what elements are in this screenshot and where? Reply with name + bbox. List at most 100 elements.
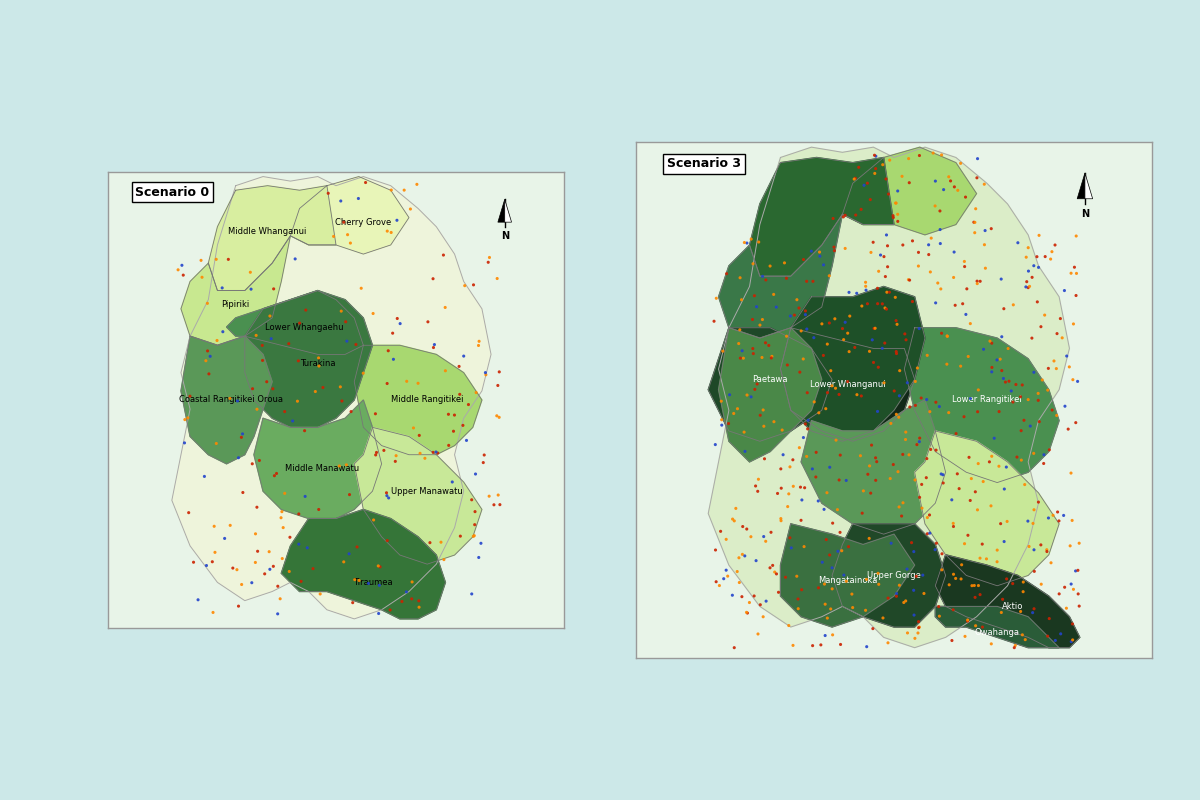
Point: [232, 431, 251, 444]
Point: [306, 385, 325, 398]
Point: [1064, 318, 1084, 330]
Point: [821, 364, 840, 377]
Point: [1025, 503, 1044, 516]
Point: [474, 456, 493, 469]
Polygon shape: [832, 524, 946, 627]
Point: [341, 237, 360, 250]
Point: [856, 276, 875, 289]
Point: [1012, 605, 1031, 618]
Polygon shape: [935, 606, 1060, 648]
Point: [443, 475, 462, 488]
Point: [1045, 634, 1064, 647]
Point: [888, 318, 907, 330]
Point: [1024, 606, 1043, 619]
Point: [198, 297, 217, 310]
Point: [823, 212, 842, 225]
Point: [1066, 416, 1085, 429]
Text: Coastal Rangitikei Oroua: Coastal Rangitikei Oroua: [179, 395, 283, 405]
Point: [1042, 253, 1061, 266]
Point: [271, 511, 290, 524]
Point: [337, 458, 356, 471]
Point: [463, 530, 482, 542]
Point: [737, 606, 756, 618]
Point: [906, 474, 925, 486]
Point: [875, 250, 894, 263]
Polygon shape: [708, 328, 832, 442]
Point: [1069, 537, 1088, 550]
Point: [958, 614, 977, 626]
Point: [487, 410, 506, 422]
Point: [844, 601, 863, 614]
Point: [959, 529, 978, 542]
Text: Turakina: Turakina: [300, 359, 336, 368]
Point: [900, 401, 919, 414]
Point: [730, 551, 749, 564]
Point: [778, 500, 797, 513]
Point: [488, 489, 508, 502]
Point: [1028, 394, 1048, 406]
Point: [286, 253, 305, 266]
Point: [378, 534, 397, 547]
Point: [883, 458, 902, 471]
Point: [896, 426, 916, 438]
Point: [1067, 230, 1086, 242]
Point: [1052, 331, 1072, 344]
Point: [268, 580, 287, 593]
Point: [977, 553, 996, 566]
Point: [835, 209, 854, 222]
Point: [973, 621, 992, 634]
Point: [404, 422, 424, 434]
Point: [822, 562, 841, 574]
Point: [937, 330, 956, 342]
Point: [266, 467, 286, 480]
Point: [434, 554, 454, 566]
Point: [820, 549, 839, 562]
Point: [733, 352, 752, 365]
Point: [737, 237, 756, 250]
Point: [887, 314, 906, 327]
Point: [973, 475, 992, 488]
Point: [829, 388, 848, 401]
Point: [247, 403, 266, 416]
Point: [228, 394, 247, 407]
Point: [742, 530, 761, 543]
Point: [766, 566, 785, 578]
Point: [275, 487, 294, 500]
Point: [863, 334, 882, 346]
Point: [893, 448, 912, 461]
Point: [253, 354, 272, 367]
Point: [192, 254, 211, 266]
Point: [988, 544, 1007, 557]
Point: [457, 434, 476, 447]
Point: [937, 330, 956, 342]
Point: [829, 474, 848, 486]
Point: [174, 269, 193, 282]
Point: [864, 322, 883, 335]
Point: [820, 461, 839, 474]
Point: [491, 498, 510, 511]
Point: [856, 280, 875, 293]
Point: [806, 446, 826, 458]
Polygon shape: [172, 177, 491, 619]
Point: [289, 538, 308, 550]
Point: [1037, 543, 1056, 556]
Point: [982, 366, 1001, 378]
Point: [198, 345, 217, 358]
Point: [462, 494, 481, 506]
Point: [1024, 517, 1043, 530]
Point: [994, 372, 1013, 385]
Point: [797, 275, 816, 288]
Point: [880, 154, 899, 166]
Point: [272, 552, 292, 565]
Point: [878, 239, 898, 252]
Point: [378, 377, 397, 390]
Point: [253, 339, 272, 352]
Point: [1046, 362, 1066, 375]
Point: [337, 334, 356, 347]
Point: [732, 294, 751, 306]
Point: [851, 450, 870, 462]
Point: [817, 338, 836, 350]
Point: [242, 458, 262, 470]
Point: [756, 336, 775, 349]
Point: [865, 149, 884, 162]
